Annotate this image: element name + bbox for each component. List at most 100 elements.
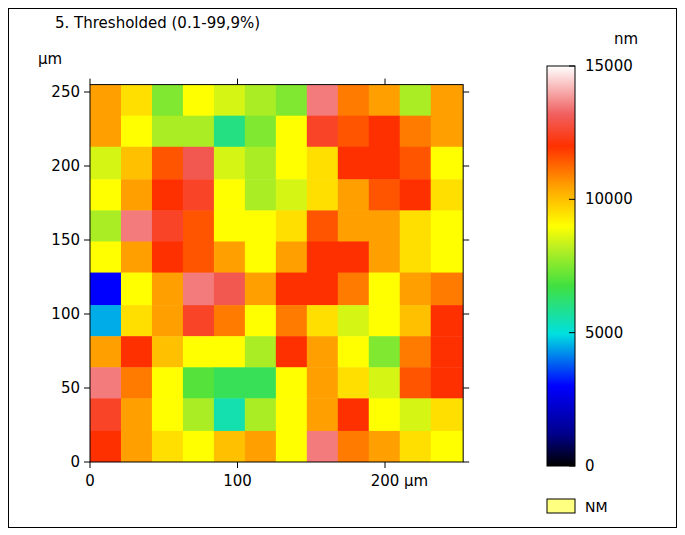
cell [121,336,152,368]
cell [338,116,369,148]
frame [9,9,677,528]
cell [183,241,214,273]
cell [400,273,431,306]
cell [90,116,121,148]
cell [276,241,307,273]
cell [307,241,338,273]
mask-swatch [547,499,575,513]
cell [338,398,369,431]
colorbar-tick [569,332,575,333]
cell [183,336,214,368]
cell [276,367,307,399]
cell [121,179,152,211]
cell [214,305,245,337]
cell [431,367,463,399]
cell [183,367,214,399]
cell [369,210,400,242]
cell [214,147,245,180]
cell [214,179,245,211]
cell [369,398,400,431]
cell [152,85,183,117]
cell [369,367,400,399]
cell [276,147,307,180]
cell [338,305,369,337]
cell [152,336,183,368]
cell [338,147,369,180]
cell [121,367,152,399]
x-tick-label: 100 [223,472,252,490]
cell [369,241,400,273]
y-tick [84,92,90,93]
x-tick [90,462,91,468]
cell [152,273,183,306]
cell [307,336,338,368]
cells [90,85,463,462]
cell [369,273,400,306]
x-tick [385,79,386,85]
cell [121,273,152,306]
cell [90,241,121,273]
colorbar-tick-label: 5000 [585,324,623,342]
y-tick [463,240,469,241]
cell [121,241,152,273]
cell [307,210,338,242]
cell [183,431,214,462]
cell [90,210,121,242]
cell [338,179,369,211]
cell [307,367,338,399]
cell [245,336,276,368]
cell [307,398,338,431]
cell [369,85,400,117]
cell [121,85,152,117]
cell [183,116,214,148]
cell [152,367,183,399]
cell [245,273,276,306]
cell [214,336,245,368]
cell [90,398,121,431]
cell [276,305,307,337]
cell [338,273,369,306]
cell [276,85,307,117]
cell [276,210,307,242]
cell [369,147,400,180]
y-tick [84,166,90,167]
cell [431,179,463,211]
cell [214,85,245,117]
colorbar-tick-label: 15000 [585,57,633,75]
cell [431,431,463,462]
cell [338,336,369,368]
mask-label: NM [585,499,608,515]
cell [183,210,214,242]
colorbar-tick-label: 10000 [585,190,633,208]
cell [307,147,338,180]
cell [245,147,276,180]
cell [245,210,276,242]
colorbar-tick [569,466,575,467]
cell [245,179,276,211]
cell [183,179,214,211]
cell [369,431,400,462]
cell [307,305,338,337]
cell [214,116,245,148]
cell [400,210,431,242]
cell [152,241,183,273]
y-tick [463,92,469,93]
chart: 0100200 µm0501001502002505. Thresholded … [0,0,685,535]
x-tick-label: 200 µm [371,472,429,490]
y-tick [84,314,90,315]
cell [183,85,214,117]
cell [152,116,183,148]
y-tick-label: 150 [51,231,80,249]
cell [214,431,245,462]
cell [121,305,152,337]
y-tick [463,166,469,167]
cell [431,273,463,306]
x-tick-label: 0 [85,472,95,490]
cell [121,210,152,242]
x-tick [90,79,91,85]
colorbar-tick [569,199,575,200]
title: 5. Thresholded (0.1-99,9%) [55,14,260,32]
cell [369,336,400,368]
cell [400,336,431,368]
cell [276,431,307,462]
